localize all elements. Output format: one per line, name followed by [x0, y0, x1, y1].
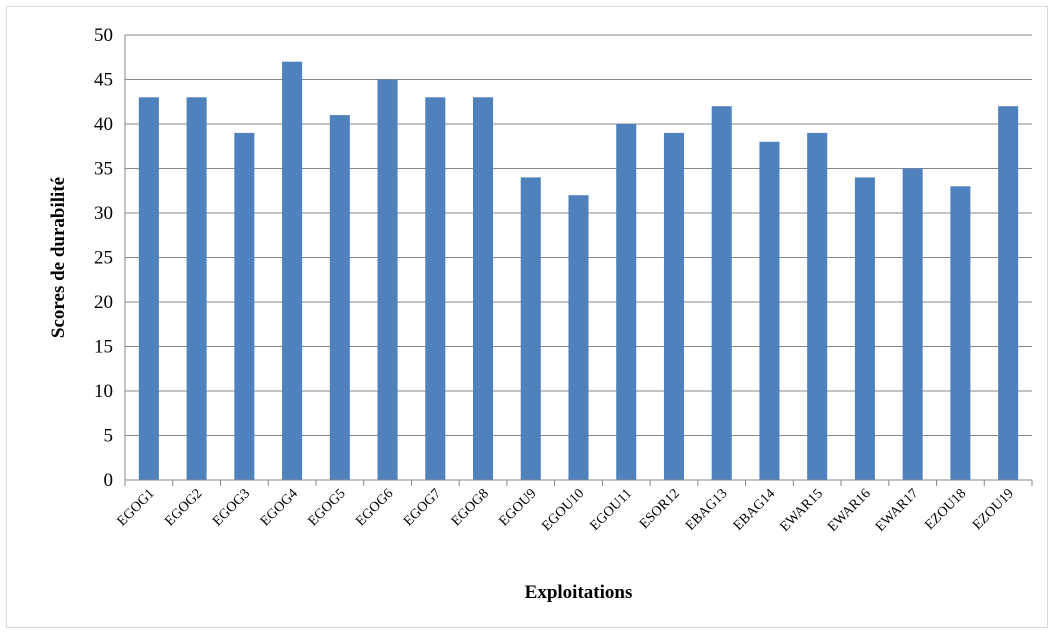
- y-tick-label: 50: [94, 25, 113, 46]
- gridlines: [125, 34, 1032, 436]
- x-tick-label: EGOG4: [258, 486, 301, 529]
- x-tick-label: EGOU11: [587, 486, 635, 534]
- bars: [138, 61, 1019, 481]
- bar-EGOG8: [473, 97, 494, 481]
- bar-EWAR17: [902, 168, 923, 480]
- y-tick-label: 35: [94, 159, 113, 180]
- bar-ESOR12: [663, 132, 684, 480]
- y-tick-labels: 0 5 10 15 20 25 30 35 40 45 50: [94, 25, 113, 491]
- x-tick-label: ESOR12: [637, 486, 683, 532]
- x-tick-label: EZOU18: [922, 486, 969, 533]
- x-axis-title: Exploitations: [525, 582, 633, 603]
- x-tick-label: EBAG14: [731, 486, 778, 533]
- bar-EZOU18: [950, 186, 971, 481]
- y-tick-label: 30: [94, 203, 113, 224]
- bar-EGOU10: [568, 195, 589, 480]
- x-tick-label: EWAR16: [825, 486, 874, 535]
- bar-EWAR15: [807, 132, 828, 480]
- bar-EGOG7: [425, 97, 446, 481]
- x-tick-label: EBAG13: [683, 486, 730, 533]
- y-tick-label: 40: [94, 114, 113, 135]
- x-tick-label: EGOG3: [210, 486, 253, 529]
- x-tick-label: EGOG8: [449, 486, 492, 529]
- y-tick-label: 0: [104, 470, 114, 491]
- axes: [124, 35, 1033, 486]
- bar-EBAG14: [759, 141, 780, 481]
- x-tick-labels: EGOG1 EGOG2 EGOG3 EGOG4 EGOG5 EGOG6 EGOG7 EGOG8…: [115, 486, 1017, 535]
- y-tick-label: 20: [94, 292, 113, 313]
- bar-EZOU19: [998, 106, 1019, 480]
- x-tick-label: EGOG7: [401, 486, 444, 529]
- bar-EWAR16: [854, 177, 875, 480]
- bar-EGOG3: [234, 132, 255, 480]
- y-tick-label: 45: [94, 70, 113, 91]
- x-tick-label: EGOG6: [353, 486, 396, 529]
- x-tick-label: EGOG5: [306, 486, 349, 529]
- bar-EGOG1: [138, 97, 159, 481]
- bar-EGOG5: [329, 115, 350, 480]
- bar-EGOU9: [520, 177, 541, 480]
- x-tick-label: EWAR17: [873, 486, 922, 535]
- bar-EBAG13: [711, 106, 732, 480]
- x-tick-label: EGOU9: [497, 486, 540, 529]
- x-tick-label: EGOU10: [539, 486, 587, 534]
- bar-EGOG6: [377, 79, 398, 480]
- x-tick-label: EZOU19: [970, 486, 1017, 533]
- y-tick-label: 25: [94, 248, 113, 269]
- y-tick-label: 5: [104, 426, 114, 447]
- y-tick-label: 15: [94, 337, 113, 358]
- bar-EGOG4: [282, 61, 303, 480]
- y-tick-label: 10: [94, 381, 113, 402]
- bar-EGOG2: [186, 97, 207, 481]
- y-axis-title: Scores de durabilité: [48, 177, 69, 338]
- x-tick-label: EGOG1: [115, 486, 158, 529]
- x-tick-label: EWAR15: [777, 486, 826, 535]
- x-tick-label: EGOG2: [162, 486, 205, 529]
- bar-EGOU11: [616, 124, 637, 480]
